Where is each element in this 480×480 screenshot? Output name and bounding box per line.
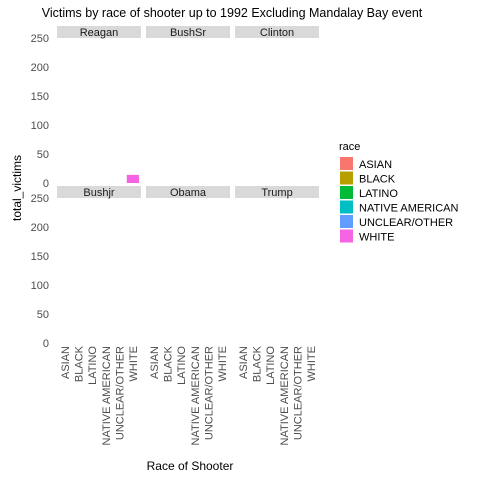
x-tick-label: NATIVE AMERICAN: [190, 346, 202, 445]
legend-label: NATIVE AMERICAN: [359, 203, 458, 215]
facet-label: Reagan: [80, 27, 119, 39]
facet-panel: Bushjr: [57, 186, 141, 199]
legend-title: race: [339, 141, 360, 153]
x-tick-label: LATINO: [265, 346, 277, 385]
legend-swatch: [340, 157, 353, 170]
legend-label: ASIAN: [359, 159, 392, 171]
legend-swatch: [340, 171, 353, 185]
legend-label: WHITE: [359, 232, 394, 244]
x-axis-title: Race of Shooter: [147, 459, 234, 473]
facet-label: Clinton: [260, 27, 294, 39]
legend-swatch: [340, 186, 353, 199]
x-tick-label: WHITE: [217, 346, 229, 381]
chart-title: Victims by race of shooter up to 1992 Ex…: [42, 6, 423, 20]
facet-panel: Trump: [235, 186, 319, 199]
facet-strip: [146, 186, 230, 198]
y-tick-label: 250: [31, 193, 49, 205]
legend: race ASIAN BLACK LATINO NATIVE AMERICAN UNCL…: [339, 141, 458, 244]
x-tick-label: ASIAN: [149, 346, 161, 379]
x-tick-label: NATIVE AMERICAN: [101, 346, 113, 445]
facet-strip: [235, 26, 319, 38]
facet-label: Bushjr: [83, 187, 115, 199]
legend-swatch: [340, 200, 353, 214]
bar: [126, 174, 139, 183]
legend-label: UNCLEAR/OTHER: [359, 217, 453, 229]
x-tick-label: WHITE: [128, 346, 140, 381]
y-tick-label: 150: [31, 251, 49, 263]
x-tick-label: UNCLEAR/OTHER: [114, 346, 126, 440]
facet-strip: [57, 186, 141, 198]
y-tick-label: 200: [31, 62, 49, 74]
y-tick-label: 50: [37, 309, 49, 321]
y-tick-label: 0: [43, 178, 49, 190]
x-tick-label: NATIVE AMERICAN: [279, 346, 291, 445]
legend-label: BLACK: [359, 174, 396, 186]
facet-panel: BushSr: [146, 26, 230, 39]
x-tick-label: WHITE: [306, 346, 318, 381]
facet-strip: [235, 186, 319, 198]
x-tick-label: ASIAN: [238, 346, 250, 379]
facet-panel: Reagan: [57, 26, 141, 183]
y-tick-label: 250: [31, 33, 49, 45]
x-tick-label: ASIAN: [60, 346, 72, 379]
x-tick-label: UNCLEAR/OTHER: [203, 346, 215, 440]
y-tick-label: 200: [31, 222, 49, 234]
y-tick-label: 50: [37, 149, 49, 161]
y-axis-title: total_victims: [10, 155, 24, 221]
facet-strip: [57, 26, 141, 38]
x-tick-label: UNCLEAR/OTHER: [292, 346, 304, 440]
x-tick-label: BLACK: [74, 345, 86, 382]
legend-label: LATINO: [359, 188, 398, 200]
facet-label: Trump: [261, 187, 292, 199]
facet-strip: [146, 26, 230, 38]
y-tick-label: 100: [31, 280, 49, 292]
x-axes: ASIAN BLACK LATINO NATIVE AMERICAN UNCLEAR/O…: [60, 345, 318, 445]
x-tick-label: LATINO: [176, 346, 188, 385]
x-tick-label: LATINO: [87, 346, 99, 385]
facet-panels: Reagan BushSr Clinton Bushjr Obama Trump: [57, 26, 319, 199]
legend-swatch: [340, 215, 353, 228]
facet-panel: Obama: [146, 186, 230, 199]
facet-label: BushSr: [170, 27, 206, 39]
y-tick-label: 100: [31, 120, 49, 132]
facet-label: Obama: [170, 187, 207, 199]
y-axes: 0 50 100 150 200 250 0 50 100 150 200 250: [31, 33, 49, 350]
legend-swatch: [340, 229, 353, 243]
y-tick-label: 150: [31, 91, 49, 103]
x-tick-label: BLACK: [163, 345, 175, 382]
y-tick-label: 0: [43, 338, 49, 350]
x-tick-label: BLACK: [252, 345, 264, 382]
facet-panel: Clinton: [235, 26, 319, 39]
